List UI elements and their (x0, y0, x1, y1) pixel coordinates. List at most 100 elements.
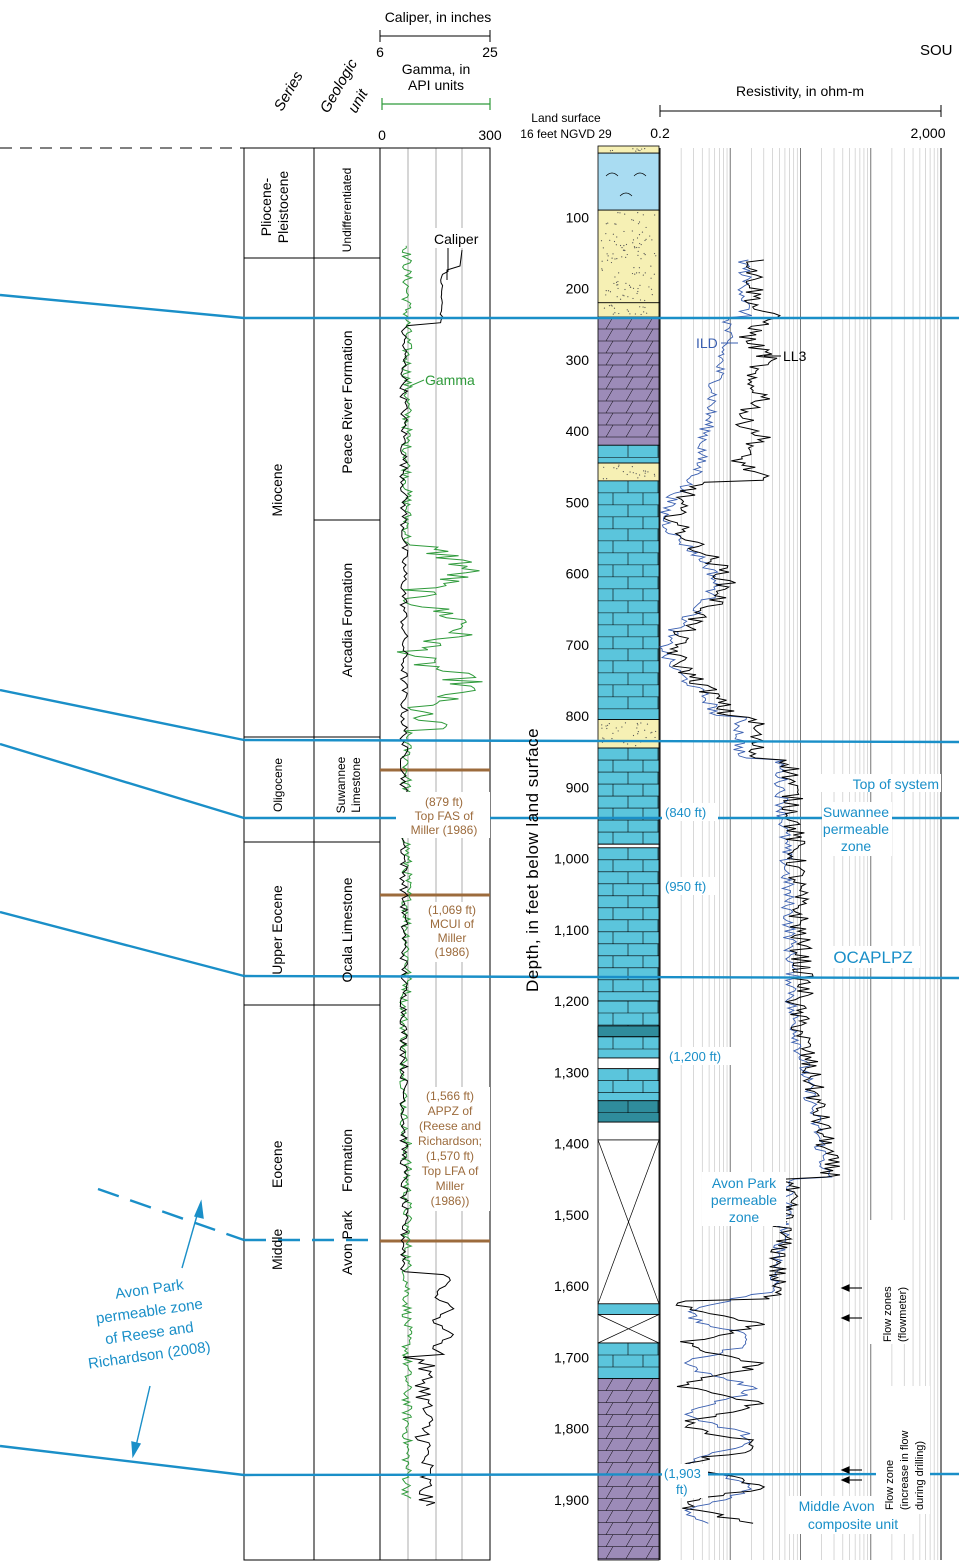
gamma-max: 300 (478, 127, 502, 143)
sand-dot (632, 148, 634, 150)
sand-dot (640, 258, 642, 260)
dolo-slash (605, 1534, 614, 1547)
sand-dot (644, 475, 646, 477)
sand-dot (644, 148, 646, 150)
correlation-line (0, 910, 245, 978)
depth-tick-label: 500 (566, 494, 590, 510)
dolo-slash (625, 1438, 634, 1451)
depth-tick-label: 300 (566, 352, 590, 368)
sand-dot (614, 312, 616, 314)
flow-zone-annotations: Flow zones (flowmeter) Flow zone (increa… (840, 1220, 930, 1514)
litho-interval (597, 302, 660, 318)
caliper-axis-label: Caliper, in inches (385, 9, 492, 25)
sand-dot (601, 727, 603, 729)
dolo-slash (645, 340, 654, 354)
sand-dot (630, 286, 632, 288)
dolo-slash (605, 1486, 614, 1499)
sand-dot (637, 724, 639, 726)
sand-dot (635, 272, 638, 274)
series-pliocene-pleistocene-2: Pleistocene (275, 171, 291, 244)
sand-dot (601, 260, 603, 262)
caliper-max: 25 (482, 44, 498, 60)
sand-dot (601, 269, 603, 271)
sand-dot (648, 286, 650, 288)
top-fas-annotation: (879 ft) Top FAS of Miller (1986) (396, 792, 490, 838)
sand-dot (615, 223, 617, 225)
sand-dot (611, 738, 613, 740)
dolo-slash (605, 1498, 614, 1511)
depth-tick-label: 1,500 (554, 1207, 589, 1223)
litho-interval (597, 209, 660, 304)
litho-interval (597, 1100, 660, 1123)
sand-dot (631, 466, 633, 468)
water-symbol (633, 172, 647, 177)
sand-dot (637, 731, 639, 733)
unit-peace-river: Peace River Formation (339, 330, 355, 473)
reese-richardson-note: Avon Park permeable zone of Reese and Ri… (87, 1199, 212, 1459)
sand-dot (609, 291, 612, 293)
flowmeter-label-2: (flowmeter) (897, 1287, 909, 1342)
sand-dot (625, 256, 627, 259)
dolo-slash (645, 328, 654, 342)
geologic-unit-header-2: unit (345, 86, 372, 116)
ocaplpz-label: OCAPLPZ (833, 948, 912, 967)
correlation-line (0, 742, 245, 820)
dolo-slash (625, 1378, 634, 1391)
sand-dot (603, 738, 605, 740)
depth-tick-label: 400 (566, 423, 590, 439)
sand-dot (606, 259, 609, 261)
sand-dot (623, 742, 625, 744)
suwannee-zone-2: permeable (823, 821, 889, 837)
sand-dot (636, 292, 638, 295)
suwannee-zone-1: Suwannee (823, 804, 889, 820)
sand-dot (628, 284, 631, 286)
dolo-slash (625, 1414, 634, 1427)
sand-dot (606, 724, 609, 726)
dolo-slash (625, 412, 634, 426)
depth-tick-label: 800 (566, 708, 590, 724)
sand-dot (617, 284, 619, 286)
sand-dot (617, 212, 619, 214)
litho-interval (597, 462, 660, 482)
sand-dot (619, 244, 622, 247)
svg-text:(1,566 ft): (1,566 ft) (426, 1089, 474, 1103)
sand-dot (616, 296, 618, 298)
correlation-line (243, 738, 959, 744)
series-labels: Pliocene- Pleistocene Miocene Oligocene … (258, 171, 291, 1270)
sand-dot (631, 272, 634, 275)
sand-dot (636, 727, 638, 729)
sand-dot (622, 294, 624, 296)
sand-dot (622, 249, 625, 251)
sand-dot (646, 312, 648, 314)
dolo-slash (625, 1522, 634, 1535)
svg-text:(Reese and: (Reese and (419, 1119, 481, 1133)
depth-tick-label: 900 (566, 779, 590, 795)
sand-dot (637, 733, 639, 735)
sand-dot (623, 230, 625, 233)
drilling-label-2: (increase in flow (899, 1430, 911, 1510)
gamma-leader (409, 379, 425, 387)
sand-dot (640, 722, 642, 724)
litho-interval (597, 1057, 660, 1070)
dolo-slash (645, 1378, 654, 1391)
flowmeter-label-1: Flow zones (882, 1286, 894, 1342)
header: Caliper, in inches 6 25 Gamma, in API un… (271, 9, 953, 143)
sand-dot (636, 237, 639, 239)
dolo-slash (605, 340, 614, 354)
dolo-slash (645, 376, 654, 390)
series-column-frame (243, 147, 315, 1561)
sand-dot (603, 307, 606, 309)
depth-axis-label: Depth, in feet below land surface (523, 728, 542, 992)
svg-text:(1,570 ft): (1,570 ft) (426, 1149, 474, 1163)
dolo-slash (625, 1510, 634, 1523)
water-symbol (605, 172, 619, 177)
sand-dot (632, 734, 635, 737)
sand-dot (632, 472, 634, 474)
dolo-slash (625, 340, 634, 354)
sand-dot (642, 214, 644, 216)
hydro-annotations: (840 ft) (950 ft) (1,200 ft) (1,903 ft) … (662, 774, 941, 1534)
gamma-axis-label-1: Gamma, in (402, 61, 470, 77)
dolo-slash (625, 1474, 634, 1487)
dolo-slash (625, 1534, 634, 1547)
